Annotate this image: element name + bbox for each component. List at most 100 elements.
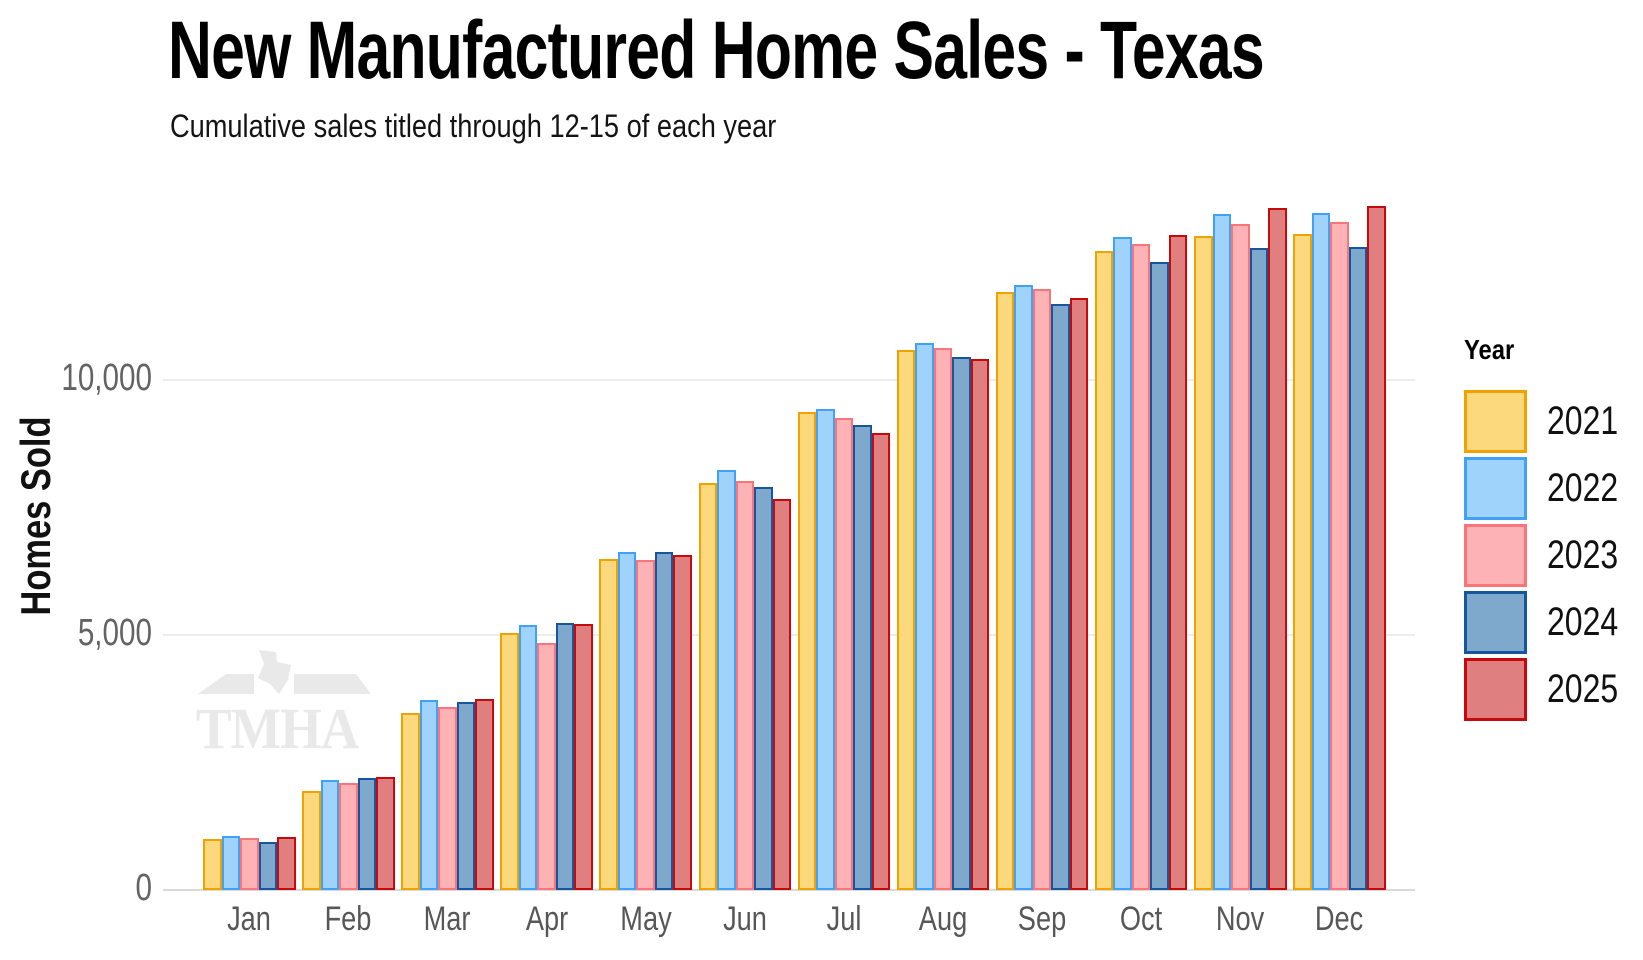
legend-swatch-2022 <box>1464 457 1527 520</box>
gridline-10000 <box>163 379 1415 381</box>
bar-2023-nov <box>1231 224 1250 890</box>
legend-swatch-2023 <box>1464 524 1527 587</box>
bar-2022-jun <box>717 470 736 890</box>
legend-item-2022: 2022 <box>1464 457 1636 520</box>
y-tick-label-0: 0 <box>135 867 152 910</box>
bar-2022-nov <box>1212 214 1231 890</box>
bar-2025-aug <box>970 359 990 890</box>
bar-2023-mar <box>438 706 457 890</box>
bar-2022-aug <box>915 343 934 890</box>
bar-2024-jun <box>754 486 773 890</box>
bar-2025-may <box>673 554 692 890</box>
bar-2021-jul <box>797 411 817 890</box>
bar-2022-apr <box>518 624 538 890</box>
legend-item-2025: 2025 <box>1464 658 1636 721</box>
bar-2022-may <box>617 551 637 890</box>
bar-2021-nov <box>1194 235 1213 890</box>
x-tick-label-sep: Sep <box>1017 900 1067 938</box>
legend-items: 2021 2022 2023 2024 2025 <box>1464 390 1636 721</box>
bar-2025-mar <box>475 698 494 890</box>
bar-2024-apr <box>555 623 575 890</box>
x-tick-label-nov: Nov <box>1216 900 1265 938</box>
legend-label-2022: 2022 <box>1547 466 1619 510</box>
x-tick-label-jul: Jul <box>826 900 862 938</box>
x-tick-label-jun: Jun <box>722 900 767 938</box>
bar-2025-feb <box>376 777 395 890</box>
bar-2021-dec <box>1293 234 1312 890</box>
bar-2023-jan <box>240 837 259 890</box>
legend-label-2021: 2021 <box>1547 399 1619 443</box>
bar-2021-oct <box>1094 250 1114 890</box>
bar-2025-jul <box>871 432 891 890</box>
bar-2024-dec <box>1348 246 1368 890</box>
bar-2024-feb <box>357 778 377 890</box>
bar-2022-oct <box>1113 237 1132 890</box>
chart-title: New Manufactured Home Sales - Texas <box>168 5 1265 96</box>
bar-2024-sep <box>1051 304 1070 890</box>
x-tick-label-jan: Jan <box>227 900 272 938</box>
legend-label-2023: 2023 <box>1547 533 1619 577</box>
x-tick-label-apr: Apr <box>525 900 568 938</box>
bar-2022-sep <box>1014 284 1033 890</box>
tmha-watermark: TMHA <box>196 648 376 762</box>
x-axis-line <box>163 889 1415 891</box>
bar-2025-apr <box>574 624 593 890</box>
bar-2021-mar <box>401 712 420 890</box>
bar-2023-jun <box>735 480 754 890</box>
tmha-logo-house-texas-icon <box>198 650 371 694</box>
bar-2023-may <box>636 559 655 890</box>
x-tick-label-mar: Mar <box>424 900 471 938</box>
legend-label-2025: 2025 <box>1547 667 1619 711</box>
bar-2023-feb <box>339 782 358 890</box>
legend-title: Year <box>1464 334 1515 365</box>
legend-swatch-2021 <box>1464 390 1527 453</box>
bar-2021-jan <box>203 838 222 890</box>
x-tick-label-feb: Feb <box>324 900 372 938</box>
legend-item-2021: 2021 <box>1464 390 1636 453</box>
legend-label-2024: 2024 <box>1547 600 1619 644</box>
legend-swatch-2024 <box>1464 591 1527 654</box>
x-tick-label-aug: Aug <box>918 900 968 938</box>
legend-item-2024: 2024 <box>1464 591 1636 654</box>
bar-2025-dec <box>1367 206 1386 890</box>
bar-2021-sep <box>995 291 1015 890</box>
bar-2024-aug <box>952 357 971 890</box>
tmha-watermark-text: TMHA <box>196 696 359 761</box>
bar-2023-aug <box>933 347 953 890</box>
bar-2024-jul <box>853 425 872 890</box>
legend-swatch-2025 <box>1464 658 1527 721</box>
bar-2021-jun <box>698 483 717 890</box>
y-axis-title: Homes Sold <box>12 416 59 616</box>
legend: Year 2021 2022 2023 2024 2025 <box>1464 334 1636 725</box>
x-tick-label-oct: Oct <box>1119 900 1163 938</box>
bar-2025-nov <box>1268 208 1287 890</box>
bar-2022-feb <box>320 780 340 890</box>
bar-2023-oct <box>1131 243 1151 890</box>
bar-2023-apr <box>537 642 556 890</box>
bar-2022-jan <box>221 835 240 890</box>
bar-2024-mar <box>456 702 476 890</box>
chart-subtitle: Cumulative sales titled through 12-15 of… <box>170 108 777 144</box>
y-tick-label-10000: 10,000 <box>61 357 152 400</box>
bar-2021-may <box>599 558 618 890</box>
bar-2025-jun <box>772 498 791 890</box>
bar-2021-apr <box>500 633 519 890</box>
bar-2022-mar <box>419 700 439 890</box>
bar-2023-jul <box>834 418 854 890</box>
bar-2025-oct <box>1168 234 1188 890</box>
legend-item-2023: 2023 <box>1464 524 1636 587</box>
bar-2025-sep <box>1069 297 1089 890</box>
bar-2024-oct <box>1150 261 1169 890</box>
x-tick-label-may: May <box>619 900 672 938</box>
bar-2023-dec <box>1330 222 1349 890</box>
bar-2021-feb <box>302 790 321 890</box>
x-tick-label-dec: Dec <box>1315 900 1364 938</box>
bar-2024-may <box>654 552 674 890</box>
bar-2024-nov <box>1249 247 1268 890</box>
bar-2023-sep <box>1032 288 1052 890</box>
bar-2022-jul <box>816 409 835 890</box>
bar-2021-aug <box>896 349 916 890</box>
y-tick-label-5000: 5,000 <box>77 612 152 655</box>
bar-2022-dec <box>1311 213 1331 890</box>
